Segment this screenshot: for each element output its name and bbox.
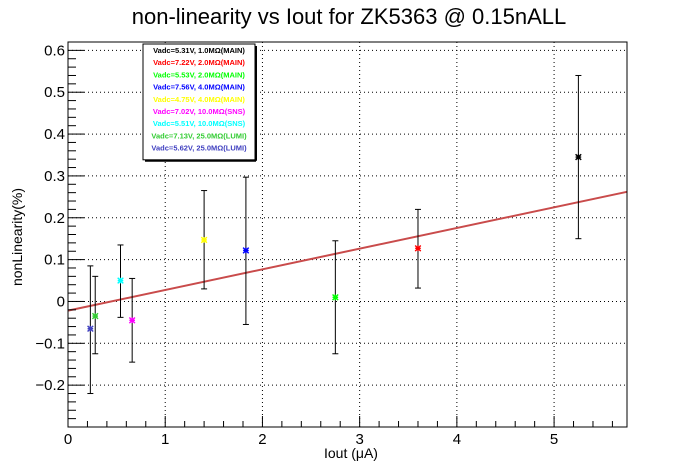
grid: [68, 42, 627, 427]
data-point-group: [128, 277, 136, 363]
data-point-marker: [87, 325, 94, 332]
legend-entry: Vadc=5.31V, 1.0MΩ(MAIN): [153, 46, 245, 55]
y-tick-label: 0.5: [44, 84, 65, 101]
legend-entry: Vadc=7.56V, 4.0MΩ(MAIN): [153, 83, 245, 92]
fit-line-group: [67, 190, 628, 312]
y-tick-label: −0.1: [35, 335, 65, 352]
x-tick-label: 2: [258, 431, 266, 448]
legend-entry: Vadc=7.13V, 25.0MΩ(LUMI): [151, 131, 247, 140]
legend-entry: Vadc=5.53V, 2.0MΩ(MAIN): [153, 70, 245, 79]
axis-ticks: 0 1 2 3 4 5 −0.2 −0.1 0 0.1 0.2 0.3 0.4 0.5 0.6: [35, 41, 613, 448]
x-tick-label: 4: [453, 431, 461, 448]
x-axis-title: Iout (μA): [324, 445, 378, 461]
data-point-marker: [128, 316, 136, 324]
data-point-group: [91, 275, 99, 355]
legend-entry: Vadc=4.75V, 4.0MΩ(MAIN): [153, 95, 245, 104]
y-axis-title: nonLinearity(%): [9, 188, 25, 286]
data-point-marker: [91, 312, 99, 320]
x-tick-label: 1: [161, 431, 169, 448]
y-tick-label: 0.6: [44, 42, 65, 59]
data-point-group: [200, 190, 208, 290]
fit-line: [67, 190, 628, 312]
data-point-group: [87, 265, 94, 395]
data-points: [87, 74, 582, 395]
x-tick-label: 0: [64, 431, 72, 448]
data-point-group: [414, 208, 422, 289]
data-point-marker: [575, 153, 582, 161]
data-point-group: [332, 240, 339, 355]
y-tick-label: 0.2: [44, 210, 65, 227]
x-tick-label: 3: [355, 431, 363, 448]
data-point-marker: [117, 277, 124, 284]
legend: Vadc=5.31V, 1.0MΩ(MAIN) Vadc=7.22V, 2.0MΩ…: [142, 43, 257, 162]
x-tick-label: 5: [550, 431, 558, 448]
data-point-marker: [332, 293, 339, 301]
legend-entry: Vadc=5.51V, 10.0MΩ(SNS): [153, 119, 246, 128]
legend-entry: Vadc=5.62V, 25.0MΩ(LUMI): [151, 144, 247, 153]
chart-title: non-linearity vs Iout for ZK5363 @ 0.15n…: [132, 4, 566, 29]
y-tick-label: 0: [57, 293, 65, 310]
legend-entry: Vadc=7.02V, 10.0MΩ(SNS): [153, 107, 246, 116]
data-point-group: [117, 244, 124, 318]
y-tick-label: −0.2: [35, 377, 65, 394]
y-tick-label: 0.3: [44, 168, 65, 185]
data-point-group: [242, 176, 250, 325]
y-tick-label: 0.1: [44, 252, 65, 269]
data-point-marker: [242, 247, 250, 254]
data-point-group: [575, 74, 582, 240]
data-point-marker: [414, 245, 422, 252]
data-point-marker: [200, 236, 208, 244]
y-tick-label: 0.4: [44, 126, 65, 143]
legend-entry: Vadc=7.22V, 2.0MΩ(MAIN): [153, 58, 245, 67]
